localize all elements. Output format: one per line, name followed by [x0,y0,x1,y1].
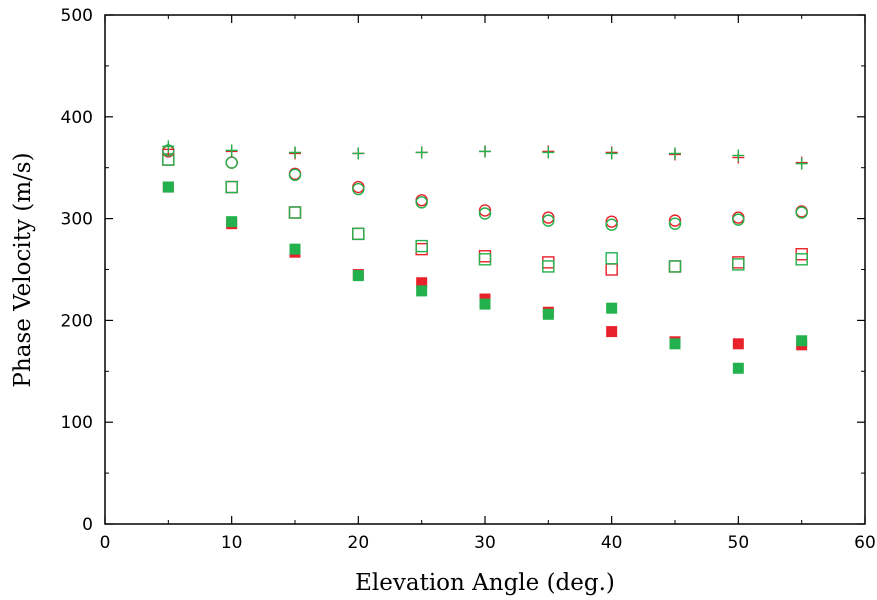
red-circle-point [542,211,555,224]
x-tick-label: 0 [100,533,111,553]
red-square-open-point [288,206,302,219]
green-circle-point [415,196,428,209]
green-plus-point [795,157,808,170]
red-square-open-point [605,263,618,276]
red-square-filled-point [606,326,618,338]
y-tick-label: 200 [61,311,93,331]
green-square-open-point [605,252,618,265]
green-circle-point [605,218,618,231]
red-square-open-point [478,250,492,263]
x-tick-label: 40 [601,533,623,553]
x-tick-labels: 0 10 20 30 40 50 60 [100,533,876,553]
red-circle-point [605,215,618,228]
y-tick-label: 400 [61,108,93,128]
green-circle-point [288,168,302,182]
green-square-filled-point [796,335,808,347]
plot-frame [104,14,866,525]
y-tick-label: 100 [61,413,93,433]
green-square-filled-point [542,308,554,320]
y-tick-label: 500 [61,6,93,26]
green-square-filled-point [606,302,618,314]
green-circle-point [225,156,238,169]
green-square-open-point [668,260,682,273]
green-plus-point [352,147,365,160]
green-square-filled-point [352,270,364,282]
green-circle-point [668,217,682,230]
green-square-filled-point [226,216,238,228]
green-plus-point [732,149,745,162]
y-axis-title: Phase Velocity (m/s) [10,152,36,387]
red-square-open-point [668,260,682,273]
green-square-open-point [225,180,238,194]
x-tick-label: 60 [854,533,876,553]
green-circle-point [795,206,808,219]
green-circle-point [352,182,365,196]
y-tick-labels: 0 100 200 300 400 500 [61,6,93,535]
red-square-open-point [542,256,555,269]
green-square-filled-point [289,243,301,255]
green-plus-point [225,144,238,157]
green-square-filled-point [669,338,681,350]
green-square-filled-point [416,285,428,297]
y-tick-label: 0 [82,515,93,535]
axis-ticks [104,14,866,525]
green-plus-point [415,146,428,159]
green-square-open-point [795,253,808,266]
x-tick-label: 50 [728,533,750,553]
red-square-filled-point [416,277,428,289]
green-plus-point [669,147,681,160]
green-square-filled-point [732,362,744,374]
x-tick-label: 30 [474,533,496,553]
green-circle-point [732,213,745,226]
green-plus-point [162,140,175,153]
green-square-open-point [542,260,555,273]
green-plus-point [289,146,301,159]
data-points [162,140,808,374]
green-square-open-point [478,253,492,266]
red-square-open-point [225,180,238,194]
red-square-open-point [352,227,365,241]
y-tick-label: 300 [61,210,93,230]
green-square-filled-point [162,181,174,193]
green-plus-point [542,146,555,159]
red-square-filled-point [732,338,744,350]
green-circle-point [478,207,492,220]
red-square-open-point [415,242,428,256]
red-circle-point [478,204,492,217]
green-circle-point [542,214,555,227]
green-square-open-point [415,239,428,253]
green-square-open-point [288,206,302,219]
x-tick-label: 20 [348,533,370,553]
red-circle-point [668,214,682,227]
green-plus-point [479,145,491,158]
green-square-filled-point [479,298,491,310]
x-tick-label: 10 [221,533,243,553]
green-square-open-point [732,258,745,271]
green-plus-point [605,147,618,160]
x-axis-title: Elevation Angle (deg.) [355,570,615,596]
green-square-open-point [352,227,365,241]
